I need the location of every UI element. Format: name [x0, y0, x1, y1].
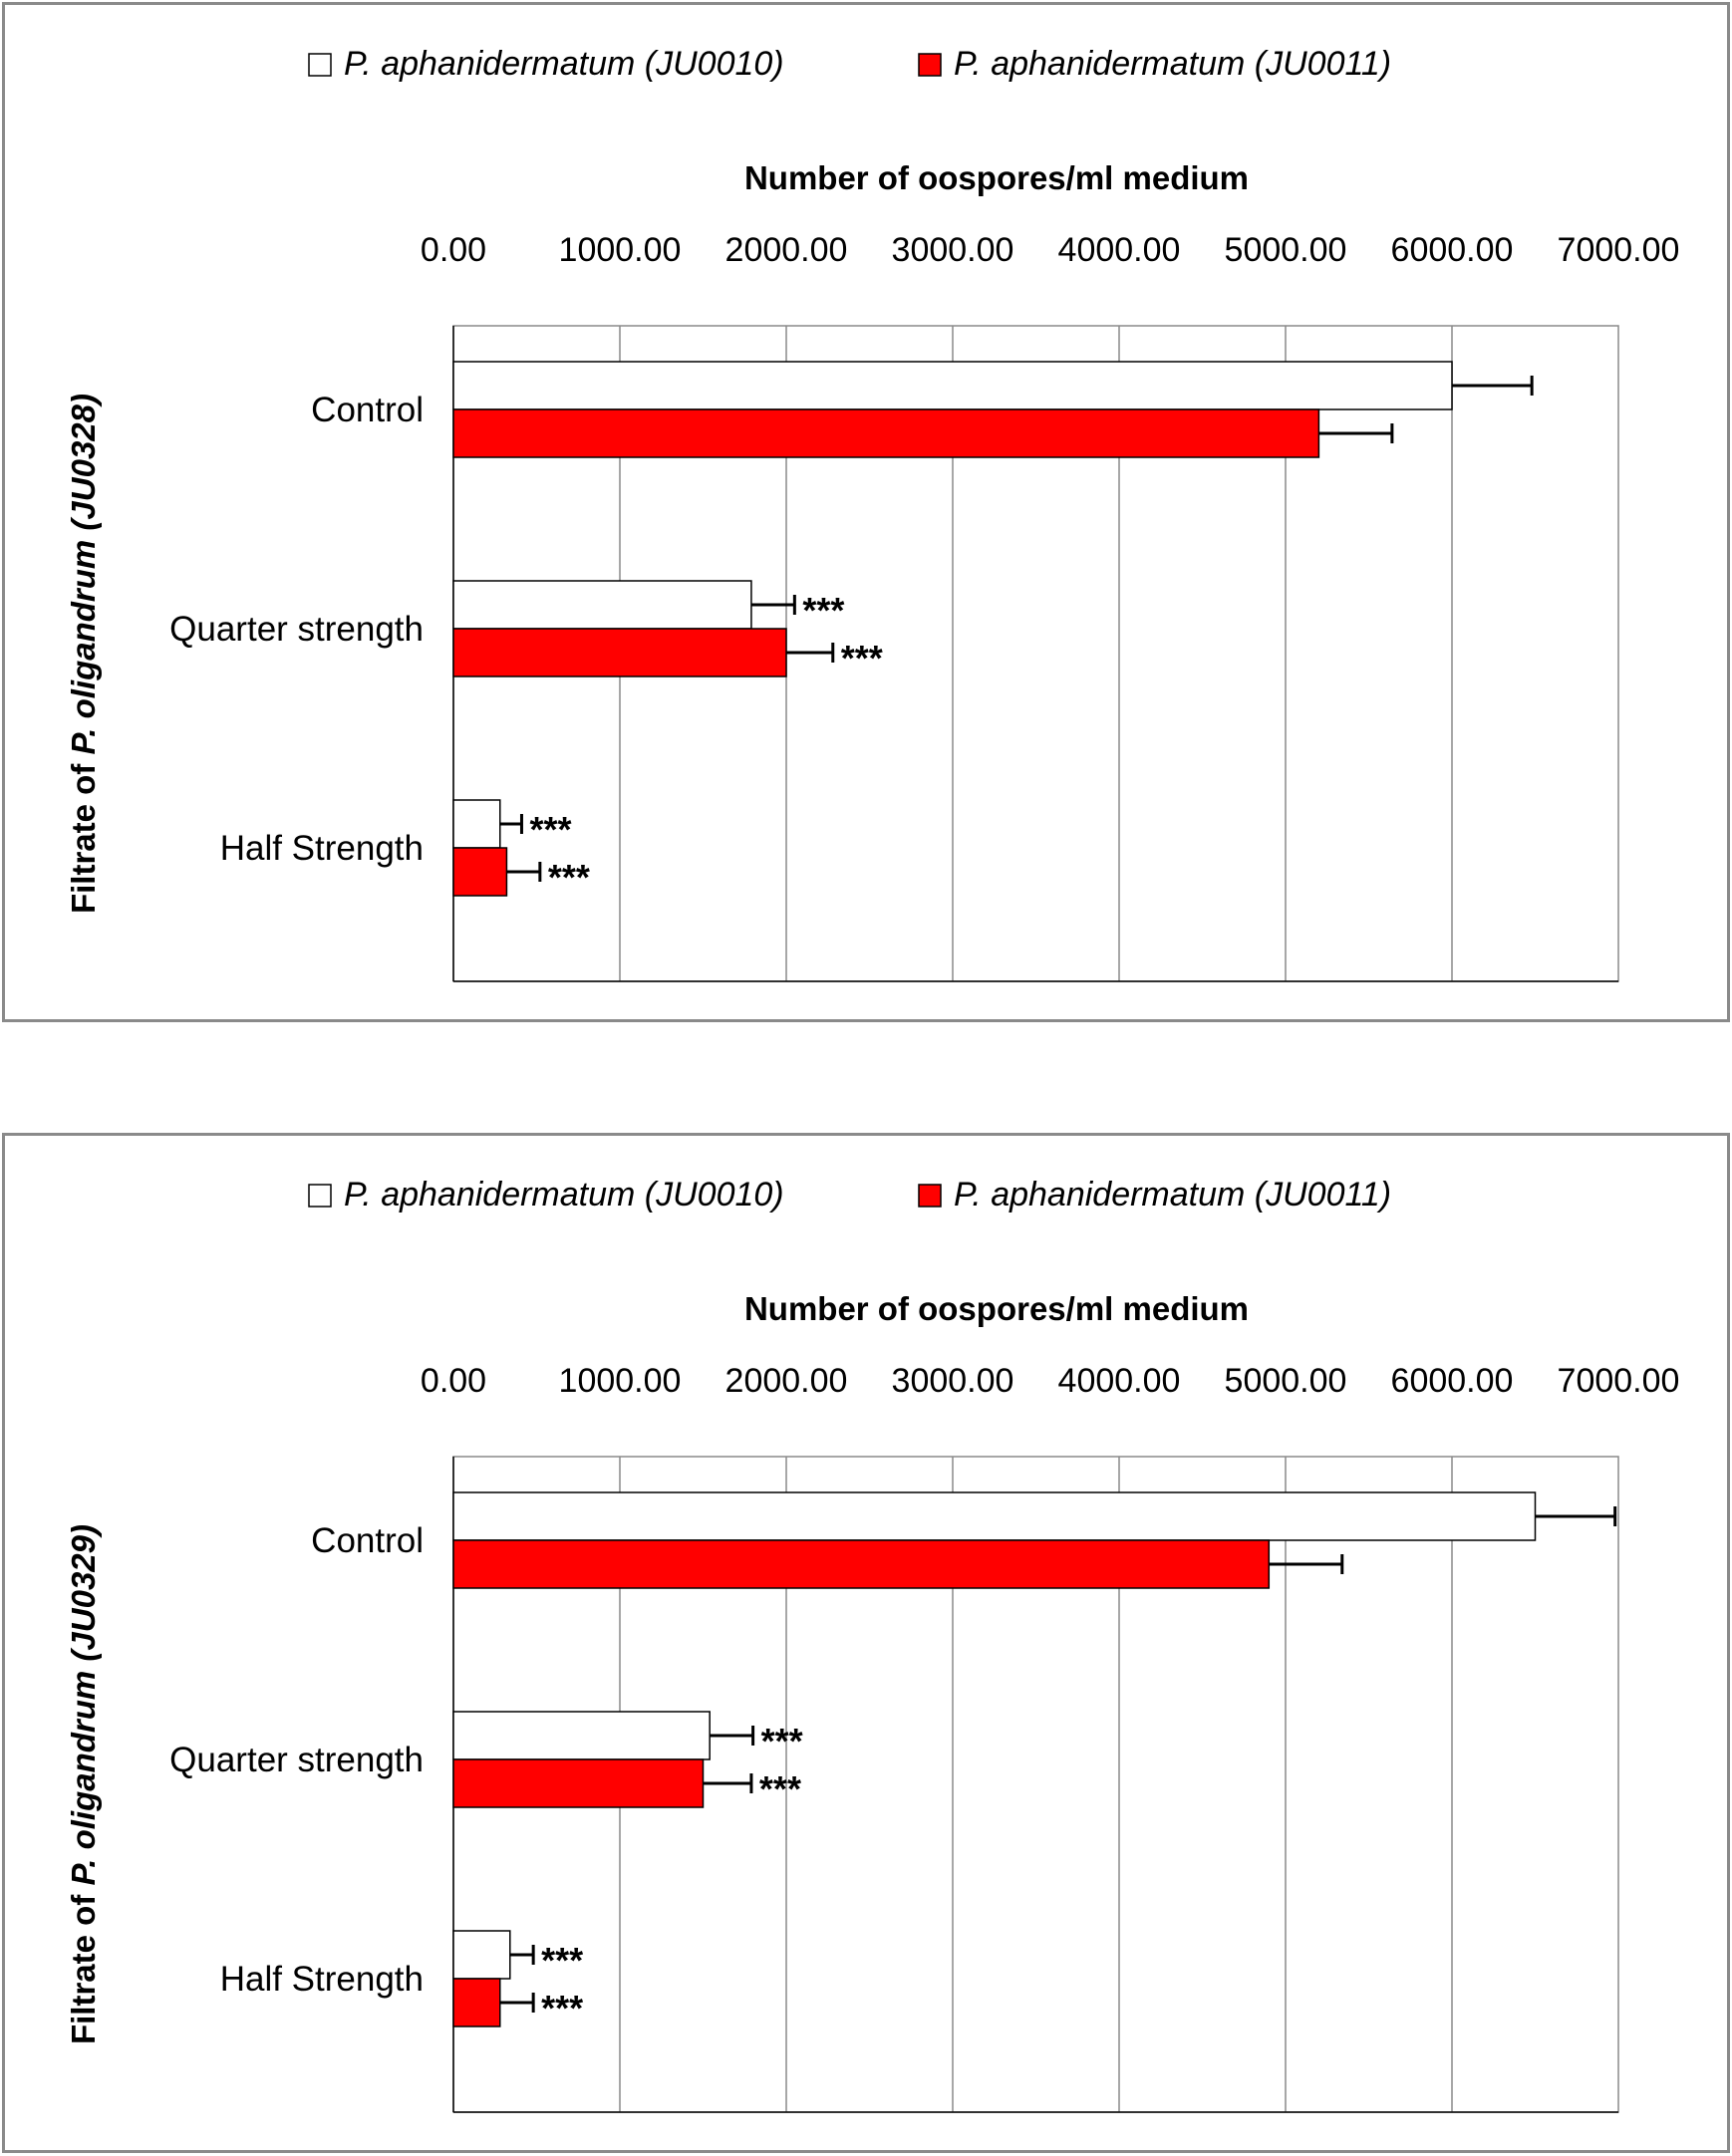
legend-label: P. aphanidermatum (JU0010) — [344, 45, 784, 83]
bar — [452, 1978, 501, 2027]
y-axis-title-prefix: Filtrate of — [65, 1886, 102, 2045]
legend-label: P. aphanidermatum (JU0011) — [954, 1176, 1391, 1213]
bar — [452, 1758, 705, 1808]
bar — [452, 361, 1453, 410]
bar — [452, 1539, 1271, 1589]
y-axis-title-prefix: Filtrate of — [65, 755, 102, 915]
x-tick-label: 2000.00 — [725, 1362, 848, 1400]
y-axis-title: Filtrate of P. oligandrum (JU0328) — [65, 394, 102, 914]
chart-svg-1: P. aphanidermatum (JU0010) P. aphaniderma… — [65, 45, 1680, 982]
bar — [452, 799, 501, 849]
legend-label: P. aphanidermatum (JU0010) — [344, 1176, 784, 1213]
significance-label: *** — [529, 809, 571, 850]
bar — [452, 628, 787, 677]
significance-label: *** — [541, 1940, 583, 1981]
x-tick-label: 0.00 — [421, 1362, 486, 1400]
chart-panel-1: P. aphanidermatum (JU0010) P. aphaniderma… — [2, 2, 1730, 1022]
legend-swatch — [308, 53, 332, 77]
x-tick-label: 6000.00 — [1391, 1362, 1514, 1400]
x-tick-label: 1000.00 — [559, 1362, 682, 1400]
chart-svg-2: P. aphanidermatum (JU0010) P. aphaniderma… — [65, 1176, 1680, 2113]
x-axis-title: Number of oospores/ml medium — [744, 1290, 1249, 1327]
legend-swatch — [308, 1184, 332, 1208]
bar — [452, 408, 1320, 458]
y-axis-title: Filtrate of P. oligandrum (JU0329) — [65, 1524, 102, 2044]
x-axis-title: Number of oospores/ml medium — [744, 159, 1249, 196]
x-tick-label: 0.00 — [421, 231, 486, 269]
bar — [452, 580, 752, 630]
category-label: Quarter strength — [169, 1741, 424, 1779]
bar — [452, 1491, 1537, 1541]
bar — [452, 847, 508, 897]
category-label: Half Strength — [220, 1960, 424, 1999]
legend-swatch — [918, 53, 942, 77]
x-tick-label: 4000.00 — [1058, 231, 1181, 269]
x-tick-label: 5000.00 — [1225, 1362, 1347, 1400]
category-label: Half Strength — [220, 829, 424, 868]
chart-panel-2: P. aphanidermatum (JU0010) P. aphaniderma… — [2, 1133, 1730, 2153]
x-tick-label: 4000.00 — [1058, 1362, 1181, 1400]
y-axis-title-organism: P. oligandrum (JU0329) — [65, 1524, 102, 1886]
significance-label: *** — [759, 1768, 801, 1809]
significance-label: *** — [761, 1721, 803, 1761]
x-tick-label: 5000.00 — [1225, 231, 1347, 269]
x-tick-label: 2000.00 — [725, 231, 848, 269]
significance-label: *** — [841, 638, 883, 678]
x-tick-label: 1000.00 — [559, 231, 682, 269]
bar — [452, 1711, 711, 1760]
significance-label: *** — [802, 590, 844, 631]
category-label: Quarter strength — [169, 610, 424, 649]
x-tick-label: 7000.00 — [1558, 1362, 1680, 1400]
legend-swatch — [918, 1184, 942, 1208]
x-tick-label: 6000.00 — [1391, 231, 1514, 269]
bar — [452, 1930, 511, 1980]
x-tick-label: 3000.00 — [892, 231, 1014, 269]
category-label: Control — [311, 391, 424, 429]
x-tick-label: 3000.00 — [892, 1362, 1014, 1400]
category-label: Control — [311, 1521, 424, 1560]
x-tick-label: 7000.00 — [1558, 231, 1680, 269]
legend-label: P. aphanidermatum (JU0011) — [954, 45, 1391, 83]
significance-label: *** — [548, 857, 590, 898]
significance-label: *** — [541, 1988, 583, 2028]
y-axis-title-organism: P. oligandrum (JU0328) — [65, 394, 102, 755]
